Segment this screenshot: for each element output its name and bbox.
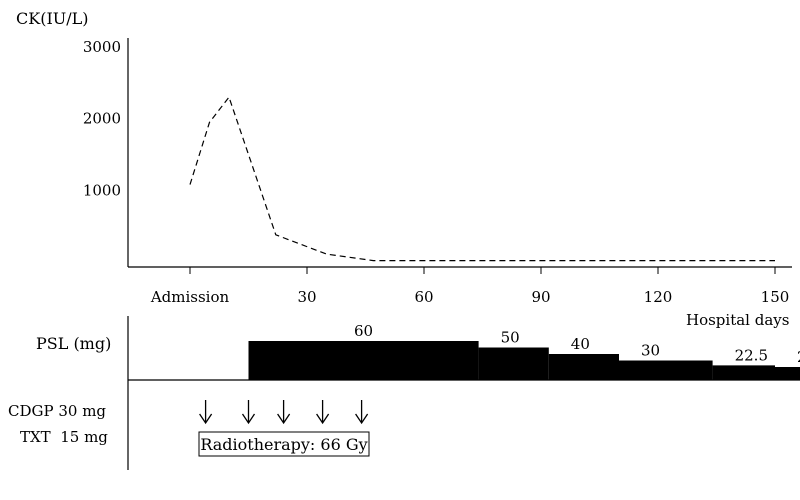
dose-arrow <box>316 400 330 425</box>
radiotherapy-label: Radiotherapy: 66 Gy <box>200 435 367 454</box>
ck-series-line <box>189 95 775 262</box>
dose-arrow <box>355 400 369 425</box>
x-tick-label: Admission <box>150 288 230 306</box>
psl-chart: PSL (mg) 60 50 40 30 22.5 20 <box>36 316 800 381</box>
y-ticks: 1000 2000 3000 <box>83 38 121 199</box>
psl-bar-segment <box>712 365 775 380</box>
psl-bar-segment <box>775 367 800 380</box>
ck-chart: CK(IU/L) 1000 2000 3000 Admission 30 60 90 120… <box>16 9 792 329</box>
x-tick-label: 150 <box>761 288 790 306</box>
x-tick-label: 60 <box>414 288 433 306</box>
dose-arrow <box>199 400 213 425</box>
y-axis-label: CK(IU/L) <box>16 9 89 28</box>
y-tick-label: 3000 <box>83 38 121 56</box>
psl-bar-segment <box>478 347 549 380</box>
x-axis-label: Hospital days <box>686 311 789 329</box>
psl-dose-label: 20 <box>797 348 800 366</box>
txt-label: TXT 15 mg <box>20 428 108 446</box>
x-tick-label: 90 <box>531 288 550 306</box>
dose-arrow <box>241 400 256 425</box>
y-tick-label: 1000 <box>83 181 121 199</box>
psl-bars: 60 50 40 30 22.5 20 <box>248 322 800 380</box>
radiotherapy-box <box>198 431 370 457</box>
psl-bar-segment <box>619 360 713 380</box>
psl-row-label: PSL (mg) <box>36 334 111 353</box>
cdgp-label: CDGP 30 mg <box>8 402 106 420</box>
dose-arrow <box>277 400 291 425</box>
treatment-panel: CDGP 30 mg TXT 15 mg Radiotherapy: 66 Gy <box>8 380 370 470</box>
psl-bar-segment <box>248 341 479 380</box>
psl-dose-label: 40 <box>571 335 590 353</box>
x-ticks: Admission 30 60 90 120 150 <box>150 267 789 306</box>
dose-arrows <box>199 400 369 425</box>
y-tick-label: 2000 <box>83 110 121 128</box>
x-tick-label: 30 <box>297 288 316 306</box>
psl-dose-label: 60 <box>354 322 373 340</box>
psl-bar-segment <box>548 354 619 380</box>
psl-dose-label: 30 <box>641 342 660 360</box>
psl-dose-label: 50 <box>501 329 520 347</box>
psl-dose-label: 22.5 <box>735 346 768 364</box>
x-tick-label: 120 <box>644 288 673 306</box>
